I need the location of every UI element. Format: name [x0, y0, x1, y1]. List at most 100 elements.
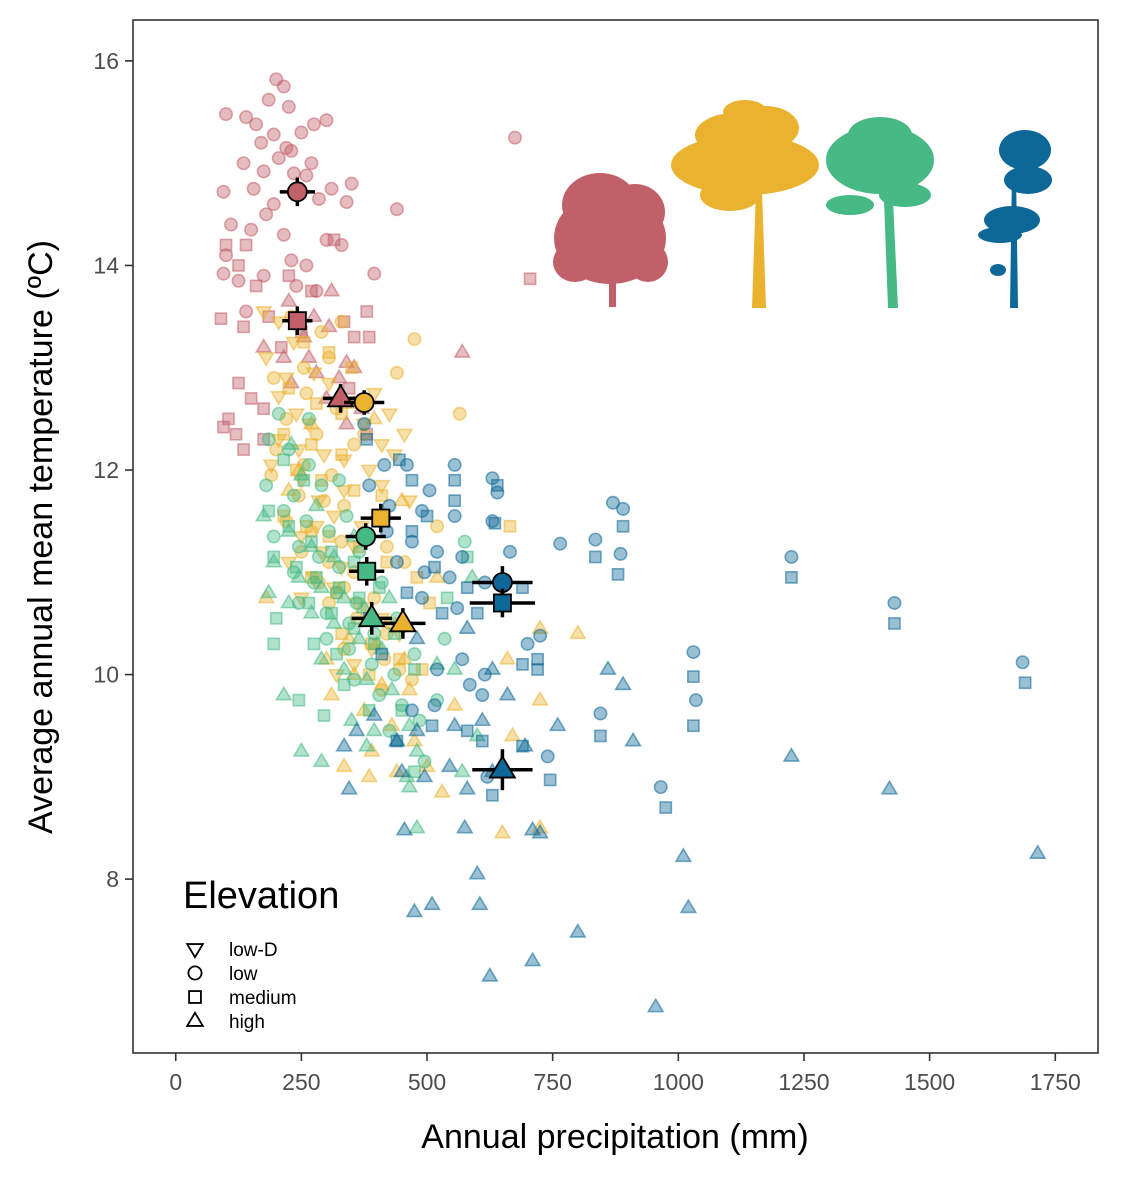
- legend-entry: low-D: [185, 940, 278, 961]
- data-point: [362, 330, 376, 344]
- data-point: [322, 524, 337, 539]
- data-point: [347, 721, 366, 737]
- data-point: [266, 529, 281, 544]
- data-point: [360, 305, 374, 318]
- data-point: [383, 680, 401, 696]
- tree-icon-2: [671, 100, 819, 308]
- legend: Elevation low-D low medium high: [183, 875, 339, 1033]
- data-point: [332, 581, 346, 595]
- data-point: [337, 678, 351, 692]
- data-point: [445, 716, 464, 732]
- data-point: [299, 514, 314, 529]
- data-point: [485, 788, 499, 802]
- data-point: [433, 782, 451, 798]
- data-point: [425, 719, 439, 733]
- data-point: [231, 273, 246, 288]
- tree-icon-3: [826, 117, 934, 308]
- mean-point: [357, 603, 386, 628]
- data-point: [254, 506, 273, 522]
- data-point: [292, 741, 311, 757]
- data-point: [218, 248, 233, 263]
- data-point: [457, 534, 472, 549]
- data-point: [237, 320, 250, 334]
- data-point: [430, 544, 445, 559]
- data-point: [659, 801, 673, 814]
- x-tick-label: 1750: [1030, 1069, 1081, 1095]
- data-point: [319, 232, 334, 247]
- data-point: [342, 381, 356, 395]
- data-point: [520, 636, 535, 651]
- data-point: [375, 647, 389, 661]
- data-point: [380, 555, 394, 569]
- data-point: [299, 168, 314, 183]
- data-point: [276, 503, 291, 518]
- x-axis-title: Annual precipitation (mm): [421, 1118, 808, 1156]
- mean-point: [371, 508, 391, 528]
- mean-point: [286, 181, 308, 203]
- data-point: [616, 501, 631, 516]
- data-point: [428, 568, 446, 583]
- data-point: [244, 222, 259, 237]
- data-point: [322, 530, 336, 543]
- data-point: [360, 432, 374, 446]
- data-point: [284, 253, 299, 268]
- legend-title: Elevation: [183, 875, 339, 917]
- data-point: [481, 966, 499, 982]
- data-point: [286, 488, 301, 503]
- tree-icon-1: [553, 173, 668, 307]
- data-point: [320, 317, 338, 333]
- data-point: [267, 637, 281, 651]
- data-point: [325, 510, 343, 526]
- data-point: [347, 330, 361, 344]
- data-point: [310, 571, 323, 584]
- data-point: [352, 591, 366, 605]
- data-point: [405, 731, 424, 747]
- data-point: [599, 660, 617, 675]
- data-point: [312, 649, 331, 665]
- data-point: [239, 304, 254, 319]
- data-point: [337, 498, 352, 513]
- data-point: [785, 571, 798, 584]
- data-point: [448, 473, 462, 487]
- data-point: [400, 777, 419, 793]
- data-point: [330, 647, 343, 661]
- data-point: [686, 645, 701, 660]
- data-point: [280, 291, 298, 307]
- data-point: [332, 560, 347, 575]
- data-point: [216, 266, 231, 281]
- x-tick-label: 1500: [904, 1069, 955, 1095]
- mean-point: [287, 311, 307, 331]
- data-point: [360, 767, 378, 783]
- data-point: [276, 227, 291, 242]
- data-point: [437, 631, 452, 646]
- mean-point: [357, 561, 377, 581]
- data-point: [367, 266, 382, 281]
- data-point: [267, 550, 281, 564]
- data-point: [458, 779, 476, 795]
- y-tick-label: 10: [93, 662, 119, 688]
- data-point: [259, 207, 274, 222]
- mean-marker: [469, 588, 536, 618]
- data-point: [256, 164, 271, 179]
- mean-marker: [279, 177, 315, 207]
- plot-panel-border: [132, 19, 1099, 1054]
- data-point: [339, 509, 354, 524]
- data-point: [614, 675, 632, 691]
- data-point: [888, 617, 901, 630]
- data-point: [404, 703, 419, 718]
- legend-entry: low: [187, 964, 258, 985]
- data-point: [516, 657, 529, 671]
- data-point: [414, 590, 429, 605]
- data-point: [350, 629, 368, 645]
- data-point: [475, 734, 489, 748]
- data-point: [261, 92, 276, 107]
- data-point: [408, 629, 426, 645]
- data-point: [340, 779, 358, 795]
- data-point: [398, 767, 416, 783]
- data-point: [502, 544, 517, 559]
- data-point: [327, 233, 341, 247]
- data-point: [302, 603, 321, 619]
- data-point: [448, 494, 462, 508]
- data-point: [687, 719, 700, 733]
- data-point: [335, 448, 348, 462]
